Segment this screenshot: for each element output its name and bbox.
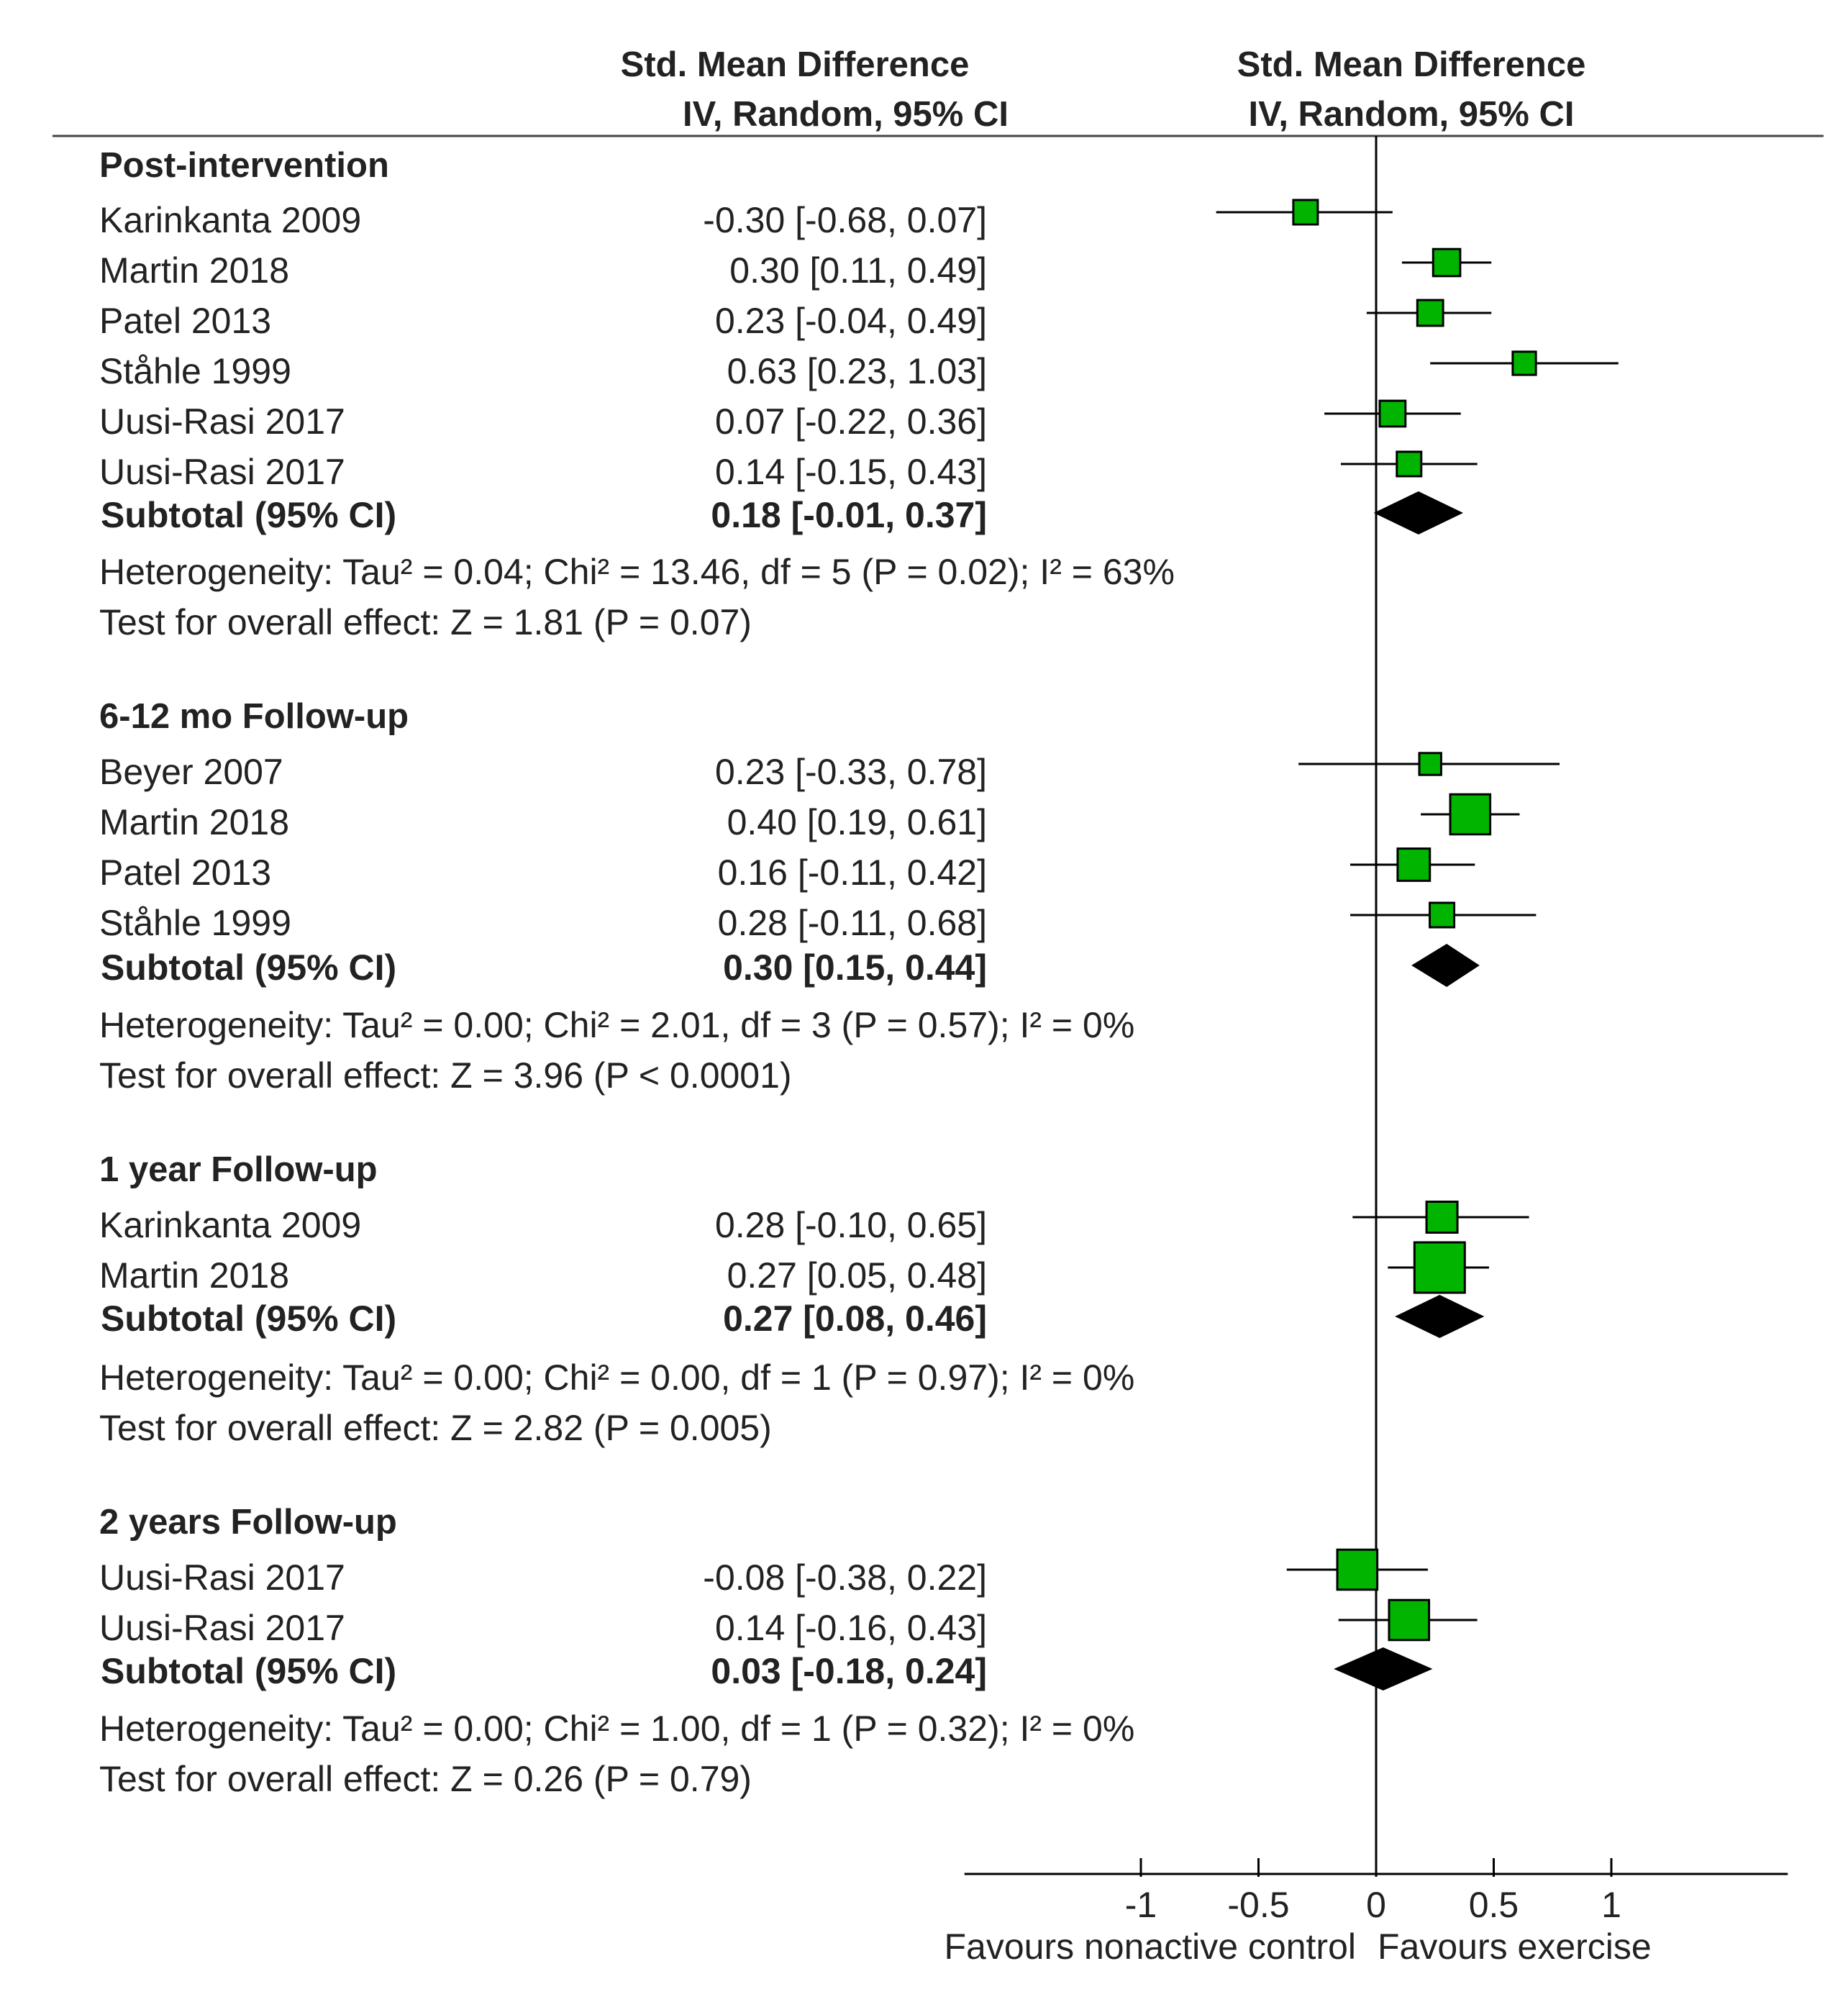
group-title: 2 years Follow-up bbox=[99, 1503, 397, 1542]
study-name: Beyer 2007 bbox=[99, 752, 283, 792]
study-ci: 0.40 [0.19, 0.61] bbox=[727, 802, 987, 842]
study-ci: 0.30 [0.11, 0.49] bbox=[729, 250, 987, 291]
plot-header-subtitle: IV, Random, 95% CI bbox=[1249, 95, 1575, 134]
point-estimate bbox=[1425, 1201, 1459, 1234]
subtotal-diamond bbox=[1334, 1647, 1433, 1691]
table-header-title: Std. Mean Difference bbox=[621, 45, 970, 84]
heterogeneity-text: Heterogeneity: Tau² = 0.00; Chi² = 1.00,… bbox=[99, 1708, 1134, 1749]
study-ci: 0.23 [-0.33, 0.78] bbox=[715, 752, 987, 792]
subtotal-diamond bbox=[1373, 491, 1463, 534]
point-estimate bbox=[1511, 350, 1537, 376]
subtotal-label: Subtotal (95% CI) bbox=[101, 947, 396, 988]
study-ci: 0.28 [-0.11, 0.68] bbox=[718, 903, 987, 943]
x-tick-label: -1 bbox=[1125, 1885, 1157, 1925]
subtotal-ci: 0.18 [-0.01, 0.37] bbox=[711, 495, 987, 535]
heterogeneity-text: Heterogeneity: Tau² = 0.00; Chi² = 2.01,… bbox=[99, 1005, 1134, 1045]
point-estimate bbox=[1429, 901, 1456, 929]
study-name: Ståhle 1999 bbox=[99, 351, 291, 391]
study-name: Uusi-Rasi 2017 bbox=[99, 452, 345, 492]
study-ci: 0.07 [-0.22, 0.36] bbox=[715, 401, 987, 442]
overall-effect-text: Test for overall effect: Z = 2.82 (P = 0… bbox=[99, 1408, 772, 1448]
point-estimate bbox=[1449, 793, 1492, 836]
forest-marks bbox=[1216, 136, 1619, 1874]
study-ci: -0.30 [-0.68, 0.07] bbox=[703, 200, 987, 240]
study-ci: 0.63 [0.23, 1.03] bbox=[727, 351, 987, 391]
point-estimate bbox=[1378, 399, 1407, 428]
study-name: Uusi-Rasi 2017 bbox=[99, 1608, 345, 1648]
study-name: Ståhle 1999 bbox=[99, 903, 291, 943]
subtotal-ci: 0.27 [0.08, 0.46] bbox=[723, 1298, 987, 1339]
favours-left-label: Favours nonactive control bbox=[944, 1926, 1356, 1967]
subtotal-label: Subtotal (95% CI) bbox=[101, 1298, 396, 1339]
subtotal-ci: 0.30 [0.15, 0.44] bbox=[723, 947, 987, 988]
heterogeneity-text: Heterogeneity: Tau² = 0.04; Chi² = 13.46… bbox=[99, 552, 1175, 592]
point-estimate bbox=[1388, 1598, 1431, 1642]
table-header-subtitle: IV, Random, 95% CI bbox=[683, 95, 1009, 134]
study-name: Martin 2018 bbox=[99, 250, 289, 291]
group-title: Post-intervention bbox=[99, 146, 389, 185]
point-estimate bbox=[1416, 299, 1444, 327]
study-name: Uusi-Rasi 2017 bbox=[99, 401, 345, 442]
point-estimate bbox=[1418, 752, 1442, 776]
x-tick-label: 0 bbox=[1366, 1885, 1386, 1925]
overall-effect-text: Test for overall effect: Z = 1.81 (P = 0… bbox=[99, 602, 752, 642]
study-ci: 0.23 [-0.04, 0.49] bbox=[715, 301, 987, 341]
study-name: Karinkanta 2009 bbox=[99, 1205, 361, 1245]
study-ci: 0.14 [-0.15, 0.43] bbox=[715, 452, 987, 492]
subtotal-diamond bbox=[1395, 1295, 1485, 1338]
favours-right-label: Favours exercise bbox=[1378, 1926, 1652, 1967]
subtotal-label: Subtotal (95% CI) bbox=[101, 495, 396, 535]
point-estimate bbox=[1413, 1241, 1466, 1294]
study-ci: 0.16 [-0.11, 0.42] bbox=[718, 852, 987, 893]
point-estimate bbox=[1336, 1548, 1379, 1591]
overall-effect-text: Test for overall effect: Z = 3.96 (P < 0… bbox=[99, 1055, 792, 1096]
overall-effect-text: Test for overall effect: Z = 0.26 (P = 0… bbox=[99, 1759, 752, 1799]
study-name: Patel 2013 bbox=[99, 301, 271, 341]
x-tick-label: 0.5 bbox=[1469, 1885, 1519, 1925]
plot-header-title: Std. Mean Difference bbox=[1237, 45, 1586, 84]
study-name: Karinkanta 2009 bbox=[99, 200, 361, 240]
study-name: Uusi-Rasi 2017 bbox=[99, 1557, 345, 1598]
x-axis: -1 -0.5 0 0.5 1 bbox=[964, 1858, 1788, 1925]
study-name: Martin 2018 bbox=[99, 1255, 289, 1296]
point-estimate bbox=[1292, 199, 1319, 226]
point-estimate bbox=[1431, 247, 1462, 278]
subtotal-ci: 0.03 [-0.18, 0.24] bbox=[711, 1651, 987, 1691]
study-ci: 0.28 [-0.10, 0.65] bbox=[715, 1205, 987, 1245]
study-ci: 0.14 [-0.16, 0.43] bbox=[715, 1608, 987, 1648]
heterogeneity-text: Heterogeneity: Tau² = 0.00; Chi² = 0.00,… bbox=[99, 1357, 1134, 1398]
point-estimate bbox=[1396, 450, 1423, 478]
subtotal-diamond bbox=[1411, 944, 1480, 987]
study-ci: -0.08 [-0.38, 0.22] bbox=[703, 1557, 987, 1598]
subtotal-label: Subtotal (95% CI) bbox=[101, 1651, 396, 1691]
x-tick-label: -0.5 bbox=[1227, 1885, 1289, 1925]
group-title: 1 year Follow-up bbox=[99, 1150, 378, 1189]
study-name: Martin 2018 bbox=[99, 802, 289, 842]
study-name: Patel 2013 bbox=[99, 852, 271, 893]
group-title: 6-12 mo Follow-up bbox=[99, 697, 409, 736]
x-tick-label: 1 bbox=[1601, 1885, 1621, 1925]
study-ci: 0.27 [0.05, 0.48] bbox=[727, 1255, 987, 1296]
point-estimate bbox=[1396, 847, 1431, 882]
